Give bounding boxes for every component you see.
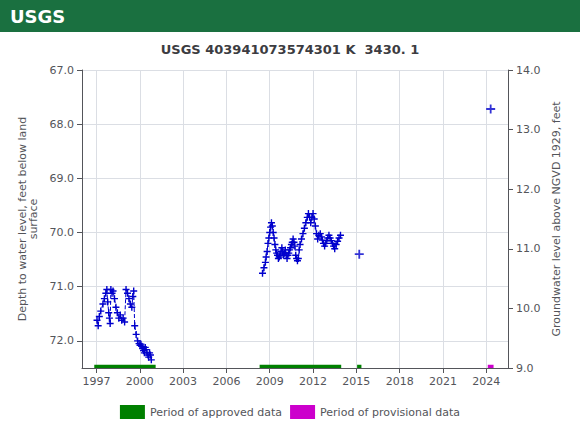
svg-text:1997: 1997 [82,375,110,388]
svg-text:surface: surface [27,198,40,239]
svg-text:2021: 2021 [429,375,457,388]
svg-text:Groundwater level above NGVD 1: Groundwater level above NGVD 1929, feet [550,101,563,337]
svg-text:2015: 2015 [342,375,370,388]
svg-text:Period of approved data: Period of approved data [150,406,282,419]
svg-text:13.0: 13.0 [516,123,541,136]
svg-text:2000: 2000 [126,375,154,388]
svg-text:2006: 2006 [212,375,240,388]
svg-text:Period of provisional data: Period of provisional data [320,406,460,419]
svg-text:2003: 2003 [169,375,197,388]
svg-text:71.0: 71.0 [50,280,75,293]
svg-text:Depth to water level, feet bel: Depth to water level, feet below land [15,116,29,322]
svg-text:USGS: USGS [10,6,65,27]
svg-text:2009: 2009 [256,375,284,388]
svg-text:12.0: 12.0 [516,183,541,196]
svg-text:11.0: 11.0 [516,242,541,255]
svg-text:9.0: 9.0 [516,362,534,375]
svg-text:10.0: 10.0 [516,302,541,315]
svg-text:2012: 2012 [299,375,327,388]
svg-text:2018: 2018 [386,375,414,388]
svg-text:68.0: 68.0 [50,118,75,131]
svg-text:USGS 403941073574301 K 3430.: USGS 403941073574301 K 3430. 1 [161,42,420,57]
svg-text:70.0: 70.0 [50,226,75,239]
svg-text:2024: 2024 [472,375,500,388]
svg-text:67.0: 67.0 [50,64,75,77]
svg-text:14.0: 14.0 [516,64,541,77]
svg-text:69.0: 69.0 [50,172,75,185]
svg-text:72.0: 72.0 [50,334,75,347]
